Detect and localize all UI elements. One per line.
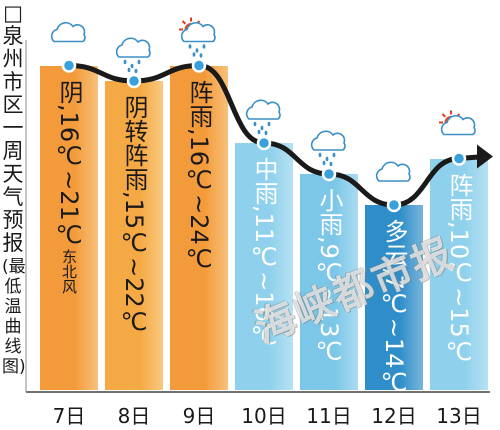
- bar-5: [300, 174, 358, 390]
- chart-title: □泉州市区一周天气预报 (最低温曲线图): [2, 1, 26, 378]
- cloud-icon: [50, 21, 86, 43]
- sun-rain-icon: [179, 17, 216, 58]
- x-tick-label: 12日: [371, 404, 417, 428]
- bar-label-7: 阵雨,10℃~15℃: [445, 172, 473, 366]
- bar-label-4: 中雨,11℃~16℃: [250, 157, 278, 350]
- bar-label-6: 多云,7℃~14℃: [380, 219, 408, 397]
- bar-label-text: 阴,16℃~21℃: [55, 79, 83, 249]
- x-tick-label: 9日: [182, 404, 216, 428]
- bar-label-2: 阴转阵雨,15℃~22℃: [120, 95, 148, 336]
- cloud-icon: [375, 161, 411, 182]
- x-tick-label: 11日: [306, 404, 352, 428]
- x-tick-label: 7日: [52, 404, 86, 428]
- x-tick-label: 13日: [436, 404, 482, 428]
- chart-subtitle: (最低温曲线图): [2, 257, 26, 377]
- bar-label-text: 阴转阵雨,15℃~22℃: [120, 95, 148, 336]
- rain-cloud-icon: [310, 130, 346, 167]
- title-box: □: [3, 1, 23, 25]
- rain-cloud-icon: [245, 99, 281, 136]
- bar-label-text: 阵雨,16℃~24℃: [185, 79, 213, 273]
- wind-note: 东北风: [60, 248, 78, 294]
- bar-label-text: 中雨,11℃~16℃: [250, 157, 278, 350]
- bar-label-5: 小雨,9℃~13℃: [315, 188, 343, 366]
- bar-label-text: 多云,7℃~14℃: [380, 219, 408, 397]
- bar-6: [365, 205, 423, 390]
- bar-label-3: 阵雨,16℃~24℃: [185, 79, 213, 273]
- x-tick-label: 10日: [241, 404, 287, 428]
- title-text: 泉州市区一周天气预报: [2, 24, 24, 255]
- bar-label-text: 阵雨,10℃~15℃: [445, 172, 473, 366]
- x-tick-label: 8日: [117, 404, 151, 428]
- bar-label-text: 小雨,9℃~13℃: [315, 188, 343, 366]
- bar-label-1: 阴,16℃~21℃东北风: [55, 79, 83, 294]
- sun-cloud-icon: [439, 110, 476, 136]
- rain-cloud-icon: [115, 37, 151, 74]
